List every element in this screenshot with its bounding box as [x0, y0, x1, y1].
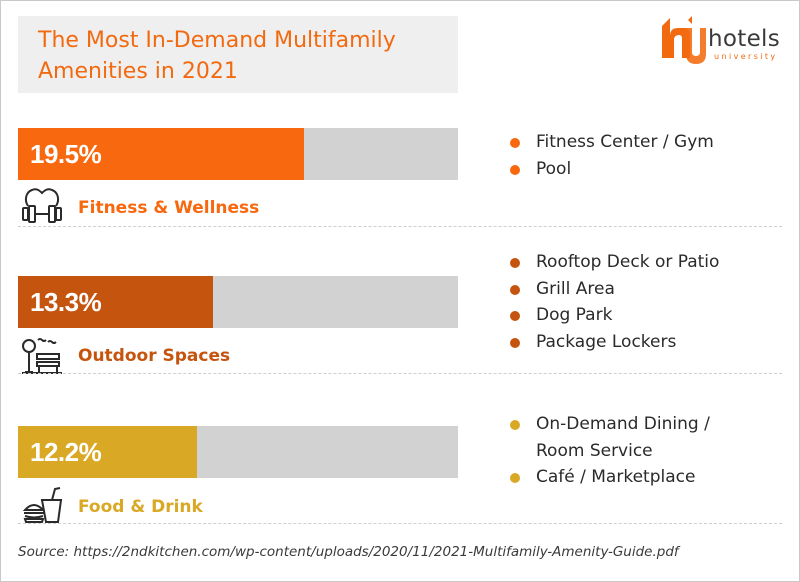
- fitness-icon: [22, 188, 62, 223]
- category-label: Fitness & Wellness: [78, 198, 260, 218]
- divider: [18, 226, 782, 227]
- food-icon: [22, 487, 63, 523]
- bar-fitness: 19.5%: [18, 128, 304, 180]
- bullet-dot: [510, 311, 520, 321]
- bar-track: 13.3%: [18, 276, 458, 328]
- logo: hotels university: [658, 14, 782, 68]
- bar-value-label: 19.5%: [30, 139, 102, 169]
- bar-value-label: 13.3%: [30, 287, 102, 317]
- bar-outdoor: 13.3%: [18, 276, 214, 328]
- amenity-list: Fitness Center / Gym Pool: [510, 129, 714, 182]
- bullet-dot: [510, 284, 520, 295]
- logo-subtitle: university: [714, 52, 778, 61]
- outdoor-icon: [22, 338, 62, 374]
- bullet-dot: [510, 258, 520, 268]
- chart-title: The Most In-Demand Multifamily Amenities…: [38, 28, 396, 84]
- logo-wordmark: hotels: [708, 26, 780, 52]
- bullet-dot: [510, 473, 520, 483]
- divider: [18, 373, 782, 374]
- list-item: Rooftop Deck or Patio: [510, 249, 719, 276]
- category-label: Outdoor Spaces: [78, 346, 231, 366]
- list-item: Pool: [510, 156, 714, 183]
- amenity-list: On-Demand Dining / Room Service Café / M…: [510, 411, 756, 491]
- list-item: Grill Area: [510, 276, 719, 303]
- hu-logo-mark-icon: [662, 16, 706, 64]
- list-item: Café / Marketplace: [510, 464, 756, 491]
- bar-track: 12.2%: [18, 426, 458, 478]
- bar-value-label: 12.2%: [30, 437, 102, 467]
- list-item: Dog Park: [510, 302, 719, 329]
- bar-food: 12.2%: [18, 426, 197, 478]
- bar-track: 19.5%: [18, 128, 458, 180]
- bullet-dot: [510, 337, 520, 348]
- source-citation: Source: https://2ndkitchen.com/wp-conten…: [18, 544, 679, 560]
- bullet-dot: [510, 138, 520, 148]
- bullet-dot: [510, 420, 520, 430]
- title-box: The Most In-Demand Multifamily Amenities…: [18, 16, 458, 93]
- list-item: Package Lockers: [510, 329, 719, 356]
- divider: [18, 523, 782, 524]
- list-item: Fitness Center / Gym: [510, 129, 714, 156]
- list-item: On-Demand Dining / Room Service: [510, 411, 756, 464]
- amenity-list: Rooftop Deck or Patio Grill Area Dog Par…: [510, 249, 719, 355]
- category-label: Food & Drink: [78, 497, 203, 517]
- bullet-dot: [510, 164, 520, 175]
